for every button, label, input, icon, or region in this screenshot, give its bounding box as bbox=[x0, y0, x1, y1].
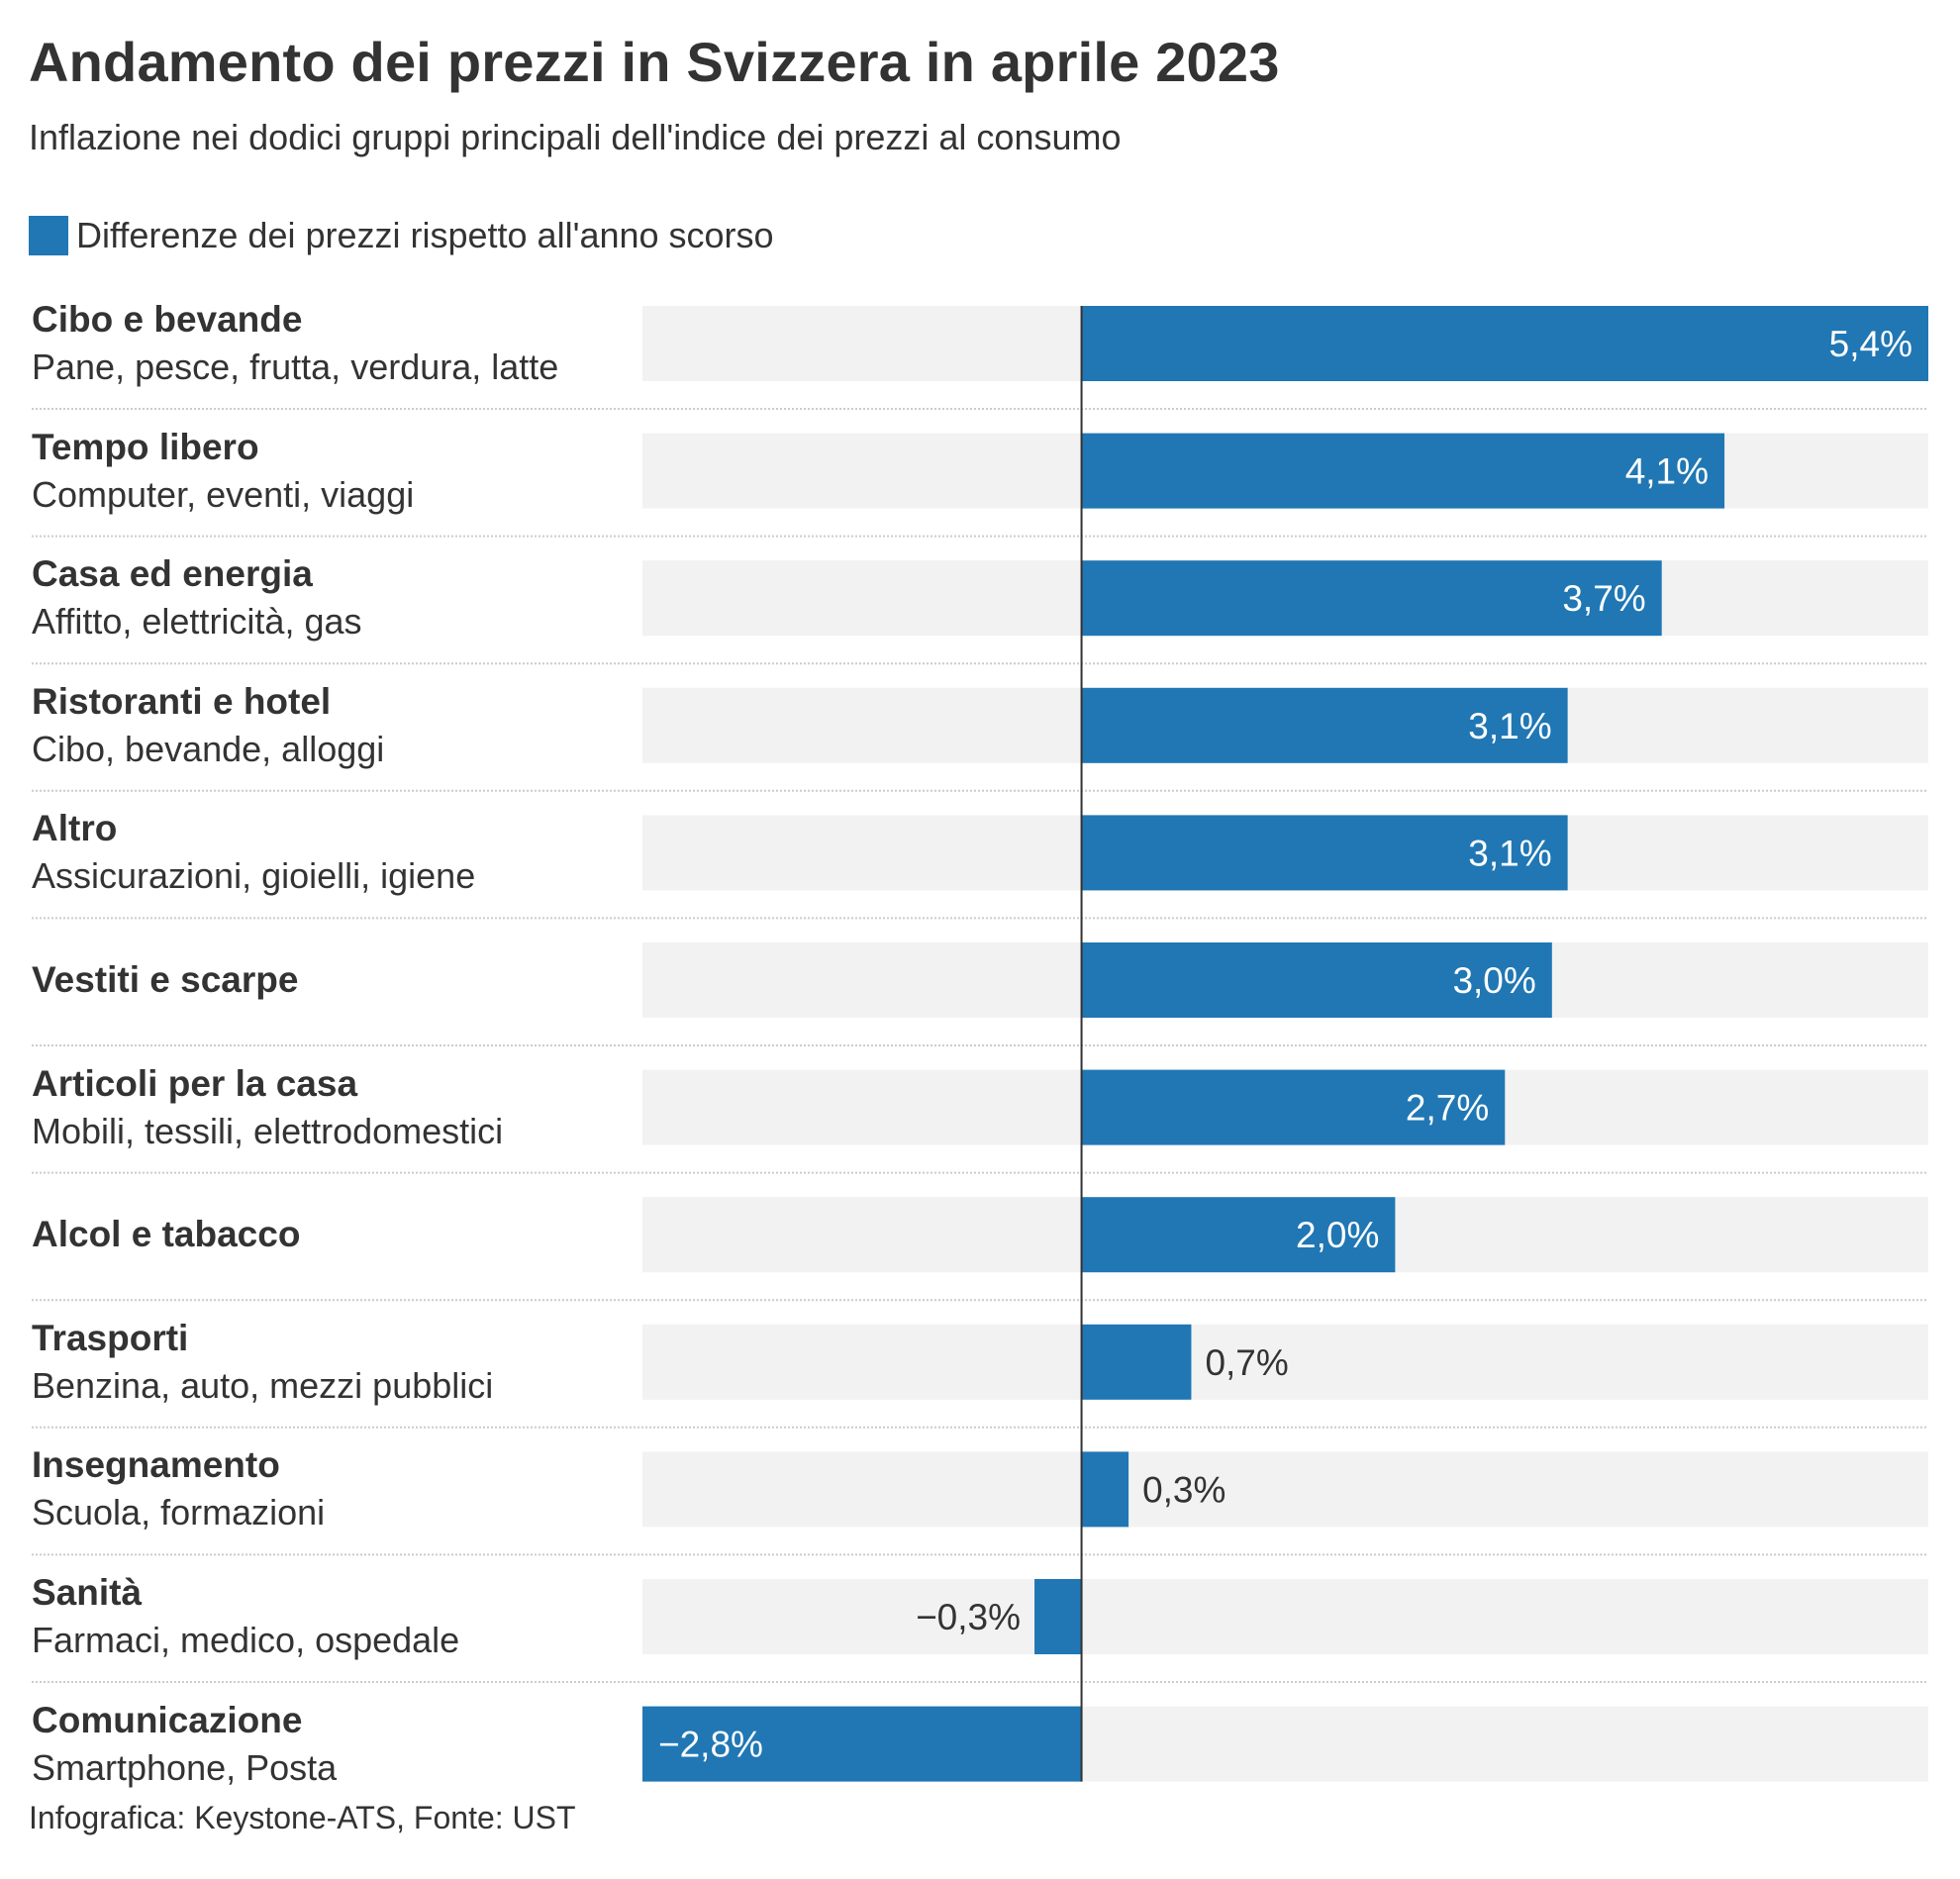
bar bbox=[1081, 306, 1928, 381]
category-label: Comunicazione Smartphone, Posta bbox=[32, 1697, 337, 1792]
category-label: Ristoranti e hotel Cibo, bevande, alloggi bbox=[32, 678, 384, 773]
category-label: Sanità Farmaci, medico, ospedale bbox=[32, 1569, 459, 1664]
data-label: −0,3% bbox=[916, 1597, 1021, 1637]
category-name: Casa ed energia bbox=[32, 553, 313, 595]
category-name: Comunicazione bbox=[32, 1699, 303, 1740]
data-label: −2,8% bbox=[658, 1725, 763, 1765]
category-description: Pane, pesce, frutta, verdura, latte bbox=[32, 346, 559, 387]
bar bbox=[1081, 1197, 1396, 1273]
category-label: Altro Assicurazioni, gioielli, igiene bbox=[32, 805, 475, 900]
bar bbox=[1081, 433, 1725, 509]
data-label: 3,1% bbox=[1468, 706, 1551, 746]
data-label: 0,7% bbox=[1205, 1342, 1288, 1383]
category-name: Insegnamento bbox=[32, 1444, 280, 1486]
bar bbox=[1081, 815, 1568, 891]
category-description: Computer, eventi, viaggi bbox=[32, 473, 415, 515]
bar bbox=[642, 1706, 1082, 1782]
data-label: 3,7% bbox=[1562, 578, 1645, 619]
chart-title: Andamento dei prezzi in Svizzera in apri… bbox=[29, 31, 1280, 93]
legend-swatch bbox=[29, 216, 68, 255]
category-description: Smartphone, Posta bbox=[32, 1746, 338, 1788]
data-label: 2,7% bbox=[1406, 1088, 1489, 1129]
legend-label: Differenze dei prezzi rispetto all'anno … bbox=[76, 215, 774, 255]
category-description: Scuola, formazioni bbox=[32, 1492, 326, 1533]
bar bbox=[1081, 1069, 1506, 1145]
category-description: Farmaci, medico, ospedale bbox=[32, 1620, 460, 1660]
source-credit: Infografica: Keystone-ATS, Fonte: UST bbox=[29, 1800, 576, 1835]
category-name: Cibo e bevande bbox=[32, 299, 303, 340]
category-description: Assicurazioni, gioielli, igiene bbox=[32, 855, 476, 897]
bar bbox=[1081, 560, 1662, 637]
category-name: Sanità bbox=[32, 1572, 143, 1613]
bar bbox=[1081, 1324, 1192, 1400]
category-label: Tempo libero Computer, eventi, viaggi bbox=[32, 424, 414, 519]
category-label: Casa ed energia Affitto, elettricità, gas bbox=[32, 550, 362, 645]
category-name: Vestiti e scarpe bbox=[32, 959, 299, 1000]
data-label: 2,0% bbox=[1296, 1215, 1379, 1255]
bar-track bbox=[642, 1579, 1928, 1654]
bar-track bbox=[642, 1324, 1928, 1400]
bar bbox=[1081, 687, 1568, 763]
category-label: Articoli per la casa Mobili, tessili, ele… bbox=[32, 1060, 503, 1155]
data-label: 4,1% bbox=[1625, 451, 1709, 492]
category-description: Affitto, elettricità, gas bbox=[32, 601, 362, 643]
category-name: Alcol e tabacco bbox=[32, 1214, 301, 1255]
bar bbox=[1081, 1451, 1129, 1528]
category-description: Cibo, bevande, alloggi bbox=[32, 728, 385, 769]
category-label: Insegnamento Scuola, formazioni bbox=[32, 1441, 325, 1536]
data-label: 3,0% bbox=[1452, 960, 1535, 1001]
data-label: 3,1% bbox=[1468, 833, 1551, 873]
category-name: Altro bbox=[32, 808, 118, 849]
category-name: Trasporti bbox=[32, 1317, 189, 1358]
bar-track bbox=[642, 1451, 1928, 1528]
category-name: Ristoranti e hotel bbox=[32, 680, 332, 722]
bar bbox=[1034, 1579, 1082, 1654]
category-description: Benzina, auto, mezzi pubblici bbox=[32, 1364, 494, 1406]
data-label: 0,3% bbox=[1142, 1469, 1225, 1510]
chart-subtitle: Inflazione nei dodici gruppi principali … bbox=[29, 117, 1122, 157]
category-label: Trasporti Benzina, auto, mezzi pubblici bbox=[32, 1315, 493, 1410]
legend: Differenze dei prezzi rispetto all'anno … bbox=[29, 214, 774, 257]
category-label: Alcol e tabacco bbox=[32, 1211, 300, 1258]
bar bbox=[1081, 942, 1552, 1018]
category-description: Mobili, tessili, elettrodomestici bbox=[32, 1110, 504, 1151]
category-name: Articoli per la casa bbox=[32, 1062, 358, 1104]
data-label: 5,4% bbox=[1829, 324, 1912, 364]
category-label: Vestiti e scarpe bbox=[32, 956, 298, 1004]
category-name: Tempo libero bbox=[32, 426, 259, 467]
category-label: Cibo e bevande Pane, pesce, frutta, verdu… bbox=[32, 296, 558, 391]
